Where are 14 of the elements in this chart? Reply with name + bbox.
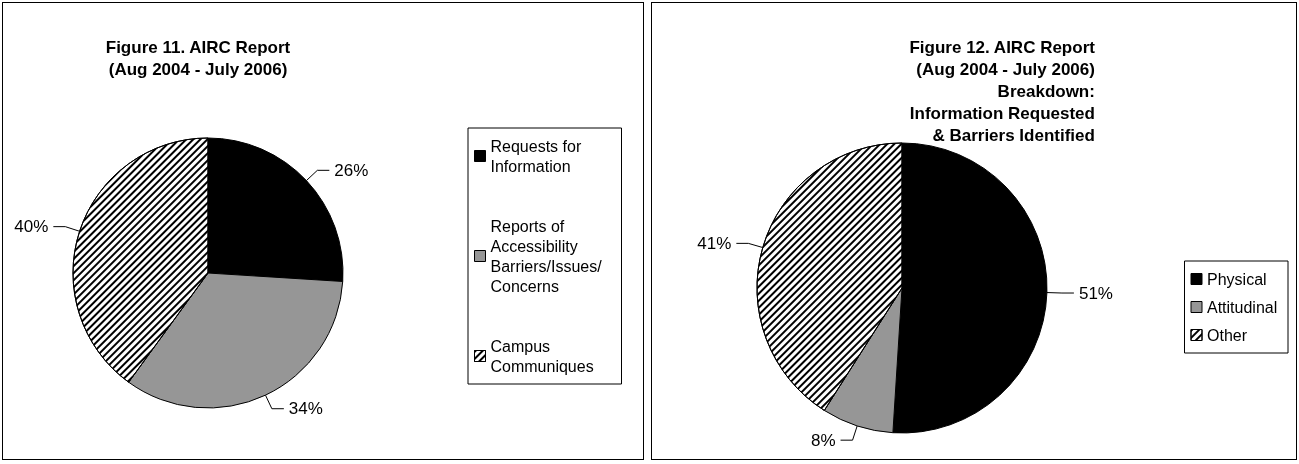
- legend-label: Campus Communiques: [490, 337, 594, 375]
- data-label: 40%: [14, 217, 49, 237]
- legend-label: Other: [1207, 326, 1248, 344]
- legend-label: Reports of Accessibility Barriers/Issues/ Concerns: [490, 217, 607, 295]
- data-label: 8%: [810, 430, 836, 450]
- legend-label: Physical: [1207, 270, 1267, 288]
- chart-title: Figure 12. AIRC Report (Aug 2004 - July 2006) Breakdown: Information Requested & Barriers Identified: [909, 37, 1096, 145]
- data-label: 26%: [334, 160, 369, 180]
- legend-label: Requests for Information: [490, 137, 586, 175]
- legend-label: Attitudinal: [1207, 298, 1278, 316]
- data-label: 41%: [697, 233, 732, 253]
- data-label: 34%: [288, 399, 323, 419]
- data-label: 51%: [1078, 283, 1113, 303]
- chart-title: Figure 11. AIRC Report (Aug 2004 - July 2006): [105, 37, 291, 79]
